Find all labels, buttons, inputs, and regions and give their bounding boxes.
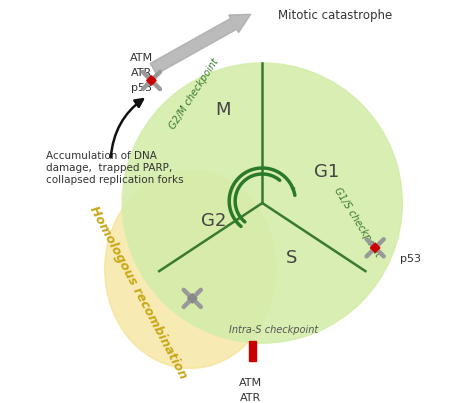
Text: p53: p53 — [131, 83, 152, 93]
Text: ATM: ATM — [130, 53, 153, 63]
Text: Homologous recombination: Homologous recombination — [87, 204, 189, 381]
Text: Accumulation of DNA
damage,  trapped PARP,
collapsed replication forks: Accumulation of DNA damage, trapped PARP… — [46, 152, 184, 185]
Text: ATR: ATR — [240, 393, 261, 403]
Text: G2: G2 — [201, 212, 227, 230]
Text: ATR: ATR — [131, 68, 152, 78]
FancyArrow shape — [150, 15, 251, 74]
Polygon shape — [371, 243, 380, 253]
Polygon shape — [146, 76, 156, 85]
Text: G1: G1 — [314, 163, 339, 181]
Text: Mitotic catastrophe: Mitotic catastrophe — [278, 9, 392, 22]
Polygon shape — [188, 294, 197, 303]
Bar — [249, 341, 256, 361]
Ellipse shape — [105, 170, 276, 368]
Text: M: M — [216, 101, 231, 118]
Text: G2/M checkpoint: G2/M checkpoint — [168, 57, 221, 131]
Text: G1/S checkpoint: G1/S checkpoint — [332, 186, 383, 259]
Text: p53: p53 — [401, 254, 421, 264]
Text: ATM: ATM — [239, 378, 262, 388]
Circle shape — [122, 63, 402, 343]
Text: S: S — [286, 249, 297, 266]
Text: Intra-S checkpoint: Intra-S checkpoint — [229, 324, 319, 334]
